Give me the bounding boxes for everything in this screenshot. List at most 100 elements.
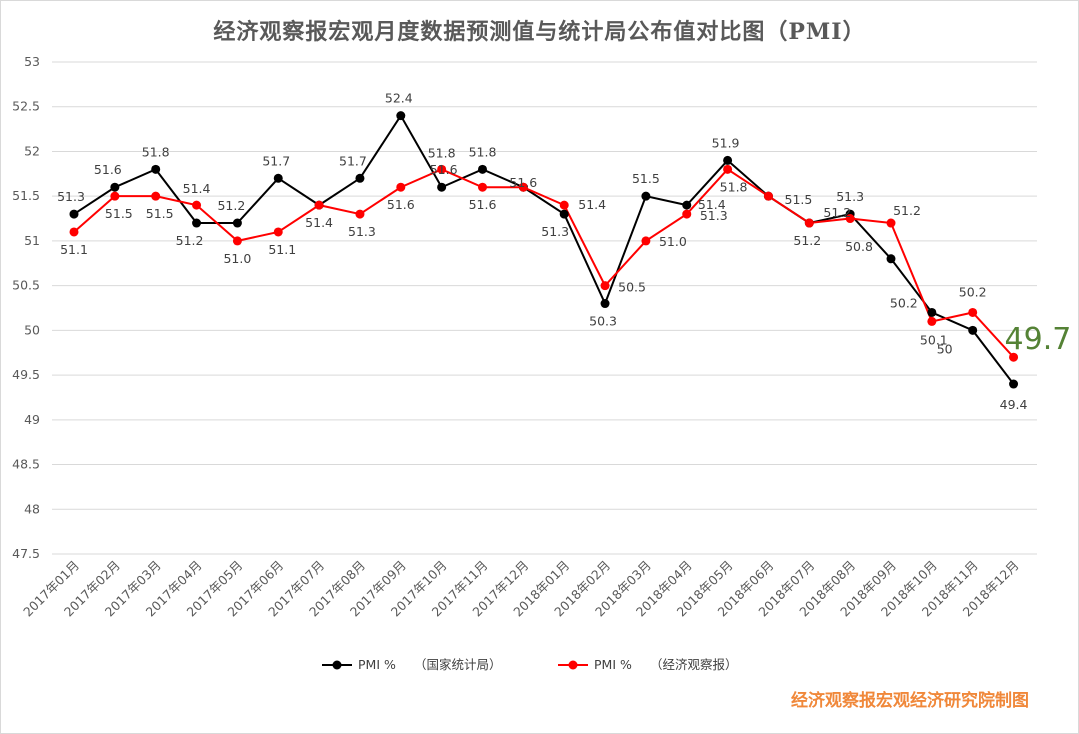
data-point: [437, 182, 447, 192]
data-point: [1009, 379, 1019, 389]
data-label: 51.2: [217, 198, 245, 213]
data-point: [110, 182, 120, 192]
data-label: 51.7: [339, 153, 367, 168]
data-point: [682, 209, 692, 219]
data-point: [478, 182, 487, 192]
data-label: 51.3: [348, 224, 376, 239]
data-point: [192, 200, 202, 210]
data-point: [886, 254, 896, 264]
data-label: 51.2: [176, 233, 204, 248]
data-label: 51.3: [836, 189, 864, 204]
y-tick-label: 52: [24, 143, 40, 158]
data-label: 51.6: [94, 162, 122, 177]
data-point: [314, 200, 324, 210]
data-point: [559, 200, 569, 210]
data-label: 51.4: [578, 197, 606, 212]
y-tick-label: 50.5: [12, 278, 40, 293]
final-value-callout: 49.7: [1005, 322, 1072, 357]
legend-swatch-marker: [568, 660, 578, 670]
data-label: 50.8: [845, 239, 873, 254]
data-point: [232, 218, 242, 228]
data-label: 51.2: [893, 203, 921, 218]
y-tick-label: 48.5: [12, 457, 40, 472]
y-tick-label: 53: [24, 54, 40, 69]
data-label: 51.6: [509, 175, 537, 190]
data-point: [682, 200, 692, 210]
data-point: [886, 218, 896, 228]
data-label: 51.8: [720, 179, 748, 194]
data-point: [69, 209, 79, 219]
legend-swatch-marker: [332, 660, 342, 670]
data-label: 51.2: [793, 233, 821, 248]
data-label: 51.3: [57, 189, 85, 204]
y-tick-label: 51: [24, 233, 40, 248]
data-label: 50.1: [920, 332, 948, 347]
data-label: 51.7: [262, 153, 290, 168]
data-point: [192, 218, 202, 228]
data-point: [1009, 352, 1019, 362]
data-point: [763, 191, 773, 201]
data-label: 51.0: [223, 251, 251, 266]
data-point: [845, 214, 855, 224]
data-point: [804, 218, 814, 228]
data-label: 50.3: [589, 314, 617, 329]
y-tick-label: 48: [24, 501, 40, 516]
data-point: [641, 236, 651, 246]
data-point: [273, 173, 283, 183]
data-point: [968, 307, 978, 317]
data-label: 51.8: [469, 144, 497, 159]
data-label: 51.9: [712, 135, 740, 150]
data-label: 50.5: [618, 280, 646, 295]
data-point: [968, 325, 978, 335]
data-point: [273, 227, 283, 237]
data-label: 50: [937, 341, 953, 356]
y-tick-label: 47.5: [12, 546, 40, 561]
data-label: 51.6: [469, 197, 497, 212]
data-label: 51.4: [183, 181, 211, 196]
data-label: 52.4: [385, 91, 413, 106]
data-point: [151, 191, 161, 201]
data-label: 51.5: [785, 192, 813, 207]
data-label: 51.3: [700, 208, 728, 223]
data-label: 51.8: [142, 144, 170, 159]
data-point: [518, 182, 528, 192]
data-label: 51.0: [659, 234, 687, 249]
data-point: [723, 155, 733, 165]
data-label: 51.1: [268, 242, 296, 257]
data-point: [437, 164, 447, 174]
data-label: 51.1: [60, 242, 88, 257]
series-line: [73, 113, 1015, 385]
legend-label: PMI %: [594, 657, 632, 672]
y-tick-label: 52.5: [12, 99, 40, 114]
data-point: [396, 182, 406, 192]
y-tick-label: 50: [24, 322, 40, 337]
y-tick-label: 51.5: [12, 188, 40, 203]
data-point: [396, 111, 406, 121]
y-tick-label: 49.5: [12, 367, 40, 382]
data-label: 51.4: [305, 215, 333, 230]
data-label: 51.6: [430, 162, 458, 177]
data-point: [151, 164, 161, 174]
data-label: 51.5: [146, 206, 174, 221]
data-label: 51.2: [823, 205, 851, 220]
data-point: [355, 173, 365, 183]
data-label: 51.5: [105, 206, 133, 221]
y-tick-label: 49: [24, 412, 40, 427]
chart-footer-credit: 经济观察报宏观经济研究院制图: [791, 691, 1029, 711]
data-point: [69, 227, 79, 237]
legend-note: （经济观察报）: [650, 657, 738, 672]
data-point: [600, 299, 610, 309]
data-point: [641, 191, 651, 201]
data-label: 50.2: [959, 284, 987, 299]
chart-title: 经济观察报宏观月度数据预测值与统计局公布值对比图（PMI）: [213, 19, 866, 45]
series-line: [73, 168, 1015, 358]
data-label: 51.6: [387, 197, 415, 212]
data-point: [927, 316, 937, 326]
data-point: [559, 209, 569, 219]
data-label: 51.4: [698, 197, 726, 212]
data-label: 50.2: [890, 295, 918, 310]
data-point: [723, 164, 733, 174]
data-label: 49.4: [1000, 397, 1028, 412]
